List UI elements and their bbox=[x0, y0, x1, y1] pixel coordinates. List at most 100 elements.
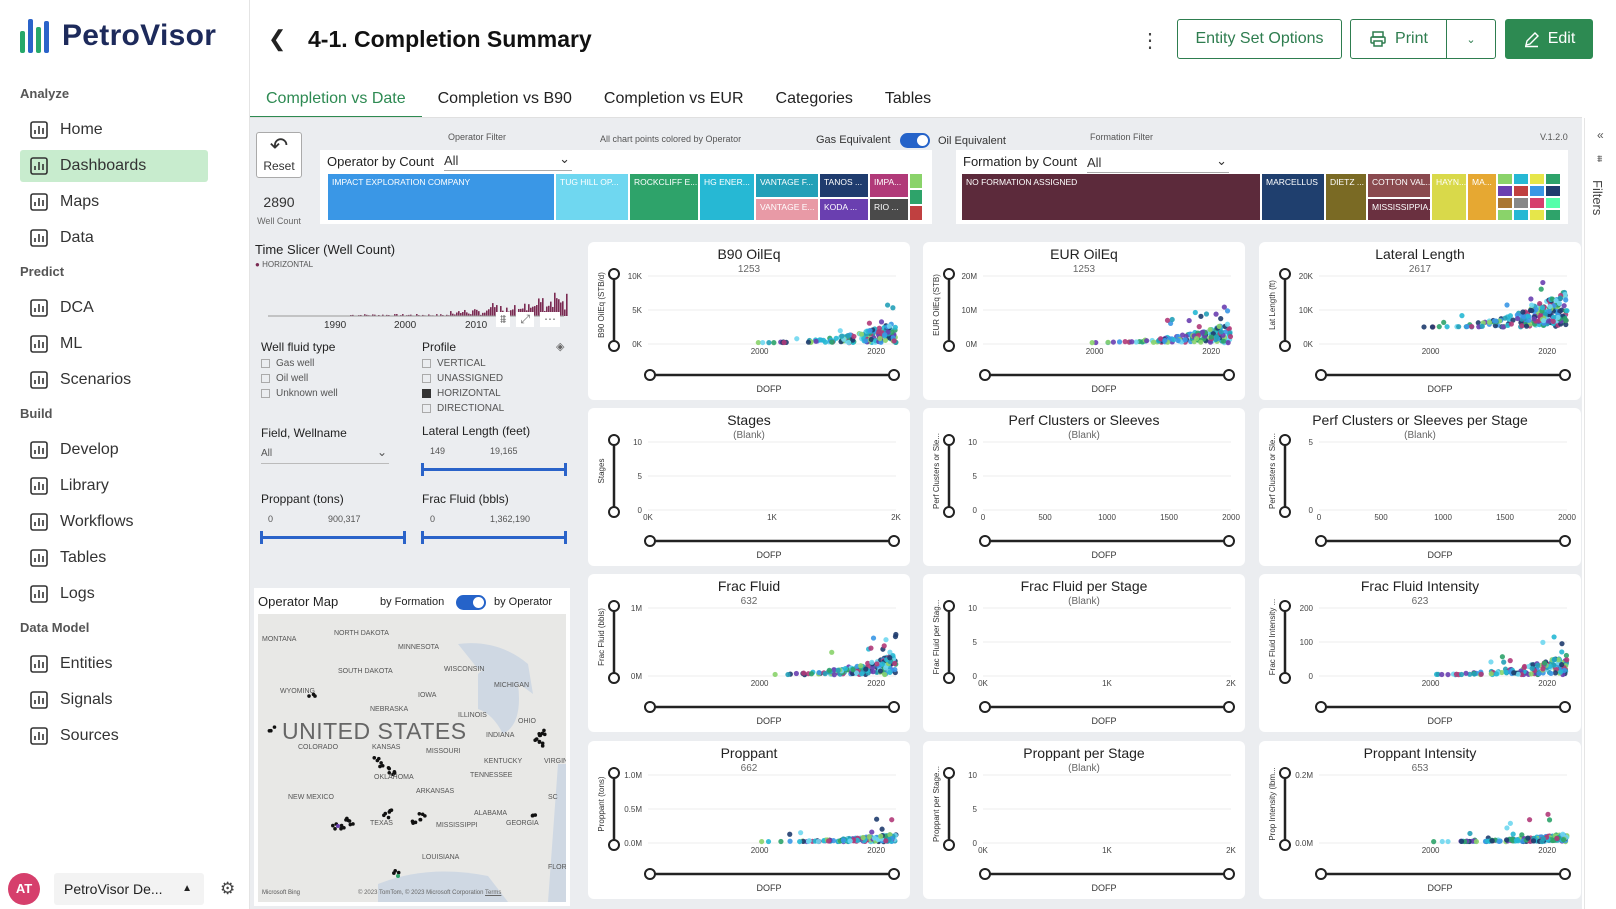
checkbox[interactable] bbox=[422, 359, 431, 368]
more-options-icon[interactable]: ⋮ bbox=[1140, 30, 1160, 52]
x-slider-handle-max[interactable] bbox=[1223, 701, 1235, 713]
formation-cell-small[interactable] bbox=[1498, 174, 1512, 184]
checkbox[interactable] bbox=[261, 389, 270, 398]
x-slider-handle-max[interactable] bbox=[888, 535, 900, 547]
y-slider-handle-max[interactable] bbox=[608, 434, 620, 446]
x-slider-handle-min[interactable] bbox=[979, 535, 991, 547]
checkbox[interactable] bbox=[422, 374, 431, 383]
well-fluid-option[interactable]: Unknown well bbox=[261, 386, 338, 401]
checkbox[interactable] bbox=[261, 359, 270, 368]
chart-card-b90-oileq[interactable]: B90 OilEq 1253 B90 OilEq (STB/d) 10K 5K 0K 200… bbox=[588, 242, 910, 400]
y-slider-handle-min[interactable] bbox=[943, 839, 955, 851]
x-slider-handle-min[interactable] bbox=[979, 369, 991, 381]
x-slider-handle-max[interactable] bbox=[1223, 369, 1235, 381]
operator-cell[interactable]: IMPA... bbox=[870, 174, 908, 197]
collapse-icon[interactable]: « bbox=[1597, 128, 1604, 142]
formation-cell-small[interactable] bbox=[1514, 210, 1528, 220]
chart-card-lateral-length[interactable]: Lateral Length 2617 Lat Length (ft) 20K 10K 0… bbox=[1259, 242, 1581, 400]
formation-cell-small[interactable] bbox=[1546, 174, 1560, 184]
formation-cell-small[interactable] bbox=[1514, 186, 1528, 196]
y-slider-handle-max[interactable] bbox=[943, 434, 955, 446]
sidebar-item-workflows[interactable]: Workflows bbox=[20, 506, 208, 538]
operator-cell[interactable]: KODA ... bbox=[820, 199, 868, 220]
formation-cell-small[interactable] bbox=[1546, 186, 1560, 196]
filter-icon[interactable]: ⩩ bbox=[496, 312, 511, 327]
operator-cell-small[interactable] bbox=[910, 190, 922, 204]
y-slider-handle-min[interactable] bbox=[608, 839, 620, 851]
chart-card-perf-clusters-or-sleeves[interactable]: Perf Clusters or Sleeves (Blank) Perf Clus… bbox=[923, 408, 1245, 566]
operator-cell-small[interactable] bbox=[910, 174, 922, 188]
chart-card-stages[interactable]: Stages (Blank) Stages 10 5 0 0K 1K 2K DOFP bbox=[588, 408, 910, 566]
gear-icon[interactable]: ⚙ bbox=[220, 878, 236, 898]
sidebar-item-signals[interactable]: Signals bbox=[20, 684, 208, 716]
x-slider-handle-max[interactable] bbox=[1223, 535, 1235, 547]
sidebar-item-dashboards[interactable]: Dashboards bbox=[20, 150, 208, 182]
y-slider-handle-max[interactable] bbox=[608, 767, 620, 779]
y-slider-handle-max[interactable] bbox=[1279, 434, 1291, 446]
y-slider-handle-max[interactable] bbox=[943, 600, 955, 612]
sidebar-item-logs[interactable]: Logs bbox=[20, 578, 208, 610]
y-slider-handle-max[interactable] bbox=[1279, 767, 1291, 779]
y-slider-handle-max[interactable] bbox=[1279, 600, 1291, 612]
y-slider-handle-min[interactable] bbox=[1279, 340, 1291, 352]
formation-cell-small[interactable] bbox=[1546, 210, 1560, 220]
filters-pane[interactable]: « ⩩ bbox=[1584, 118, 1616, 909]
x-slider-handle-max[interactable] bbox=[1559, 868, 1571, 880]
filters-label[interactable]: Filters bbox=[1590, 180, 1605, 216]
operator-cell[interactable]: VANTAGE F... bbox=[756, 174, 818, 197]
sidebar-item-data[interactable]: Data bbox=[20, 222, 208, 254]
formation-cell-small[interactable] bbox=[1498, 198, 1512, 208]
tab-categories[interactable]: Categories bbox=[775, 90, 853, 107]
operator-treemap[interactable]: IMPACT EXPLORATION COMPANY TUG HILL OP...… bbox=[328, 174, 928, 220]
chart-card-eur-oileq[interactable]: EUR OilEq 1253 EUR OilEq (STB) 20M 10M 0M 2000… bbox=[923, 242, 1245, 400]
x-slider-handle-min[interactable] bbox=[1315, 868, 1327, 880]
chart-card-frac-fluid-per-stage[interactable]: Frac Fluid per Stage (Blank) Frac Fluid pe… bbox=[923, 574, 1245, 732]
y-slider-handle-min[interactable] bbox=[608, 340, 620, 352]
formation-cell[interactable]: COTTON VAL... bbox=[1368, 174, 1430, 197]
focus-mode-icon[interactable]: ⤢ bbox=[516, 312, 535, 327]
entity-set-options-button[interactable]: Entity Set Options bbox=[1177, 19, 1342, 59]
sidebar-item-ml[interactable]: ML bbox=[20, 328, 208, 360]
x-slider-handle-max[interactable] bbox=[1223, 868, 1235, 880]
sidebar-item-develop[interactable]: Develop bbox=[20, 434, 208, 466]
slider-handle-max[interactable] bbox=[403, 531, 406, 544]
y-slider-handle-min[interactable] bbox=[608, 506, 620, 518]
x-slider-handle-max[interactable] bbox=[1559, 369, 1571, 381]
y-slider-handle-min[interactable] bbox=[608, 672, 620, 684]
formation-cell-small[interactable] bbox=[1546, 198, 1560, 208]
checkbox[interactable] bbox=[422, 404, 431, 413]
terms-link[interactable]: Terms bbox=[485, 890, 502, 896]
frac-fluid-slider[interactable] bbox=[421, 531, 567, 544]
x-slider-handle-min[interactable] bbox=[644, 535, 656, 547]
y-slider-handle-min[interactable] bbox=[1279, 672, 1291, 684]
chart-card-proppant-intensity[interactable]: Proppant Intensity 653 Prop Intensity (lbm… bbox=[1259, 741, 1581, 899]
formation-cell-small[interactable] bbox=[1530, 198, 1544, 208]
x-slider-handle-min[interactable] bbox=[644, 701, 656, 713]
formation-treemap[interactable]: NO FORMATION ASSIGNED MARCELLUS DIETZ ... C… bbox=[962, 174, 1564, 220]
x-slider-handle-min[interactable] bbox=[644, 868, 656, 880]
formation-cell-small[interactable] bbox=[1530, 210, 1544, 220]
y-slider-handle-min[interactable] bbox=[1279, 506, 1291, 518]
chart-card-frac-fluid-intensity[interactable]: Frac Fluid Intensity 623 Frac Fluid Intens… bbox=[1259, 574, 1581, 732]
proppant-slider[interactable] bbox=[260, 531, 406, 544]
tab-completion-vs-b90[interactable]: Completion vs B90 bbox=[437, 90, 572, 107]
x-slider-handle-max[interactable] bbox=[888, 369, 900, 381]
formation-cell-small[interactable] bbox=[1530, 186, 1544, 196]
x-slider-handle-max[interactable] bbox=[1559, 535, 1571, 547]
checkbox[interactable] bbox=[422, 389, 431, 398]
x-slider-handle-max[interactable] bbox=[1559, 701, 1571, 713]
operator-cell[interactable]: IMPACT EXPLORATION COMPANY bbox=[328, 174, 554, 220]
well-fluid-option[interactable]: Gas well bbox=[261, 356, 338, 371]
formation-cell[interactable]: NO FORMATION ASSIGNED bbox=[962, 174, 1260, 220]
y-slider-handle-max[interactable] bbox=[608, 600, 620, 612]
logo[interactable]: PetroVisor bbox=[18, 14, 216, 58]
slider-handle-max[interactable] bbox=[564, 531, 567, 544]
x-slider-handle-min[interactable] bbox=[979, 868, 991, 880]
x-slider-handle-min[interactable] bbox=[1315, 369, 1327, 381]
slider-handle-min[interactable] bbox=[421, 463, 424, 476]
time-slicer-histogram[interactable]: 1990 2000 2010 bbox=[254, 266, 570, 334]
y-slider-handle-min[interactable] bbox=[1279, 839, 1291, 851]
avatar[interactable]: AT bbox=[8, 872, 40, 905]
y-slider-handle-min[interactable] bbox=[943, 672, 955, 684]
formation-cell[interactable]: HAYN... bbox=[1432, 174, 1466, 220]
